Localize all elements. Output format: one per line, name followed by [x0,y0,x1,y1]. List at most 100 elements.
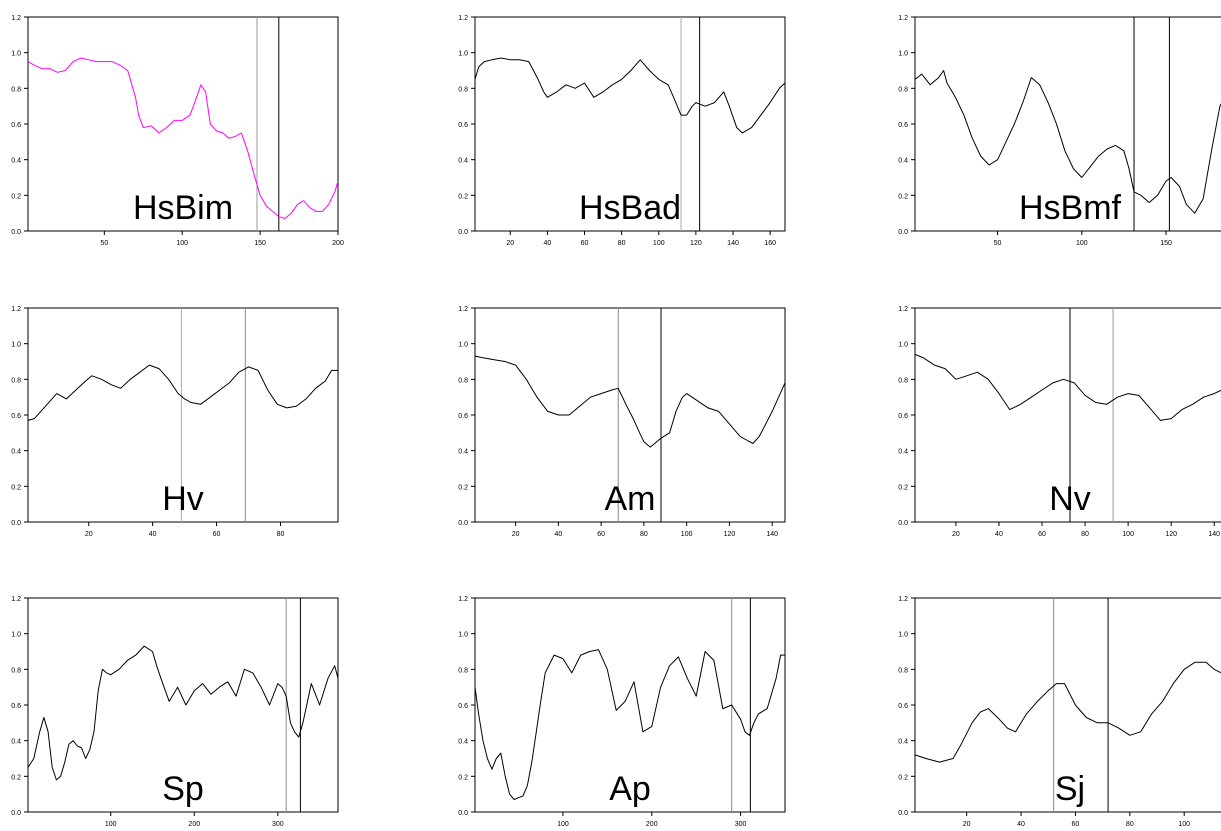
y-tick-label: 1.2 [458,15,468,22]
x-tick-label: 60 [1038,531,1046,538]
y-tick-label: 1.2 [458,596,468,603]
chart-panel: 0.0 0.2 0.4 0.6 0.8 1.0 1.2 50 100 150 200 HsBim [11,15,344,247]
x-tick-label: 120 [724,531,736,538]
y-tick-label: 1.0 [898,632,908,639]
y-tick-label: 0.0 [458,810,468,817]
series-line [474,649,785,800]
x-tick-label: 20 [952,531,960,538]
y-tick-label: 0.2 [898,774,908,781]
y-tick-label: 0.8 [898,667,908,674]
y-tick-label: 0.4 [898,158,908,165]
y-tick-label: 0.2 [458,193,468,200]
x-tick-label: 300 [272,821,284,828]
chart-panel: 0.0 0.2 0.4 0.6 0.8 1.0 1.2 20 40 60 80 100 120 140 16… [458,15,786,247]
chart-panel: 0.0 0.2 0.4 0.6 0.8 1.0 1.2 100 200 300 Ap [458,596,786,828]
x-tick-label: 20 [85,531,93,538]
y-tick-label: 1.0 [11,51,21,58]
x-tick-label: 100 [176,240,188,247]
panel-label: HsBad [579,189,681,227]
y-tick-label: 0.4 [11,449,21,456]
series-line [914,70,1221,214]
y-tick-label: 0.4 [458,739,468,746]
y-tick-label: 0.0 [11,810,21,817]
x-tick-label: 140 [1208,531,1220,538]
panel-label: HsBmf [1019,189,1122,227]
x-tick-label: 80 [277,531,285,538]
x-tick-label: 80 [1126,821,1134,828]
x-tick-label: 200 [332,240,344,247]
y-tick-label: 0.4 [458,449,468,456]
y-tick-label: 0.0 [898,229,908,236]
panel-label: Ap [609,770,651,808]
y-tick-label: 1.0 [898,51,908,58]
y-tick-label: 0.4 [11,158,21,165]
series-line [27,364,338,421]
y-tick-label: 0.0 [898,520,908,527]
x-tick-label: 120 [690,240,702,247]
x-tick-label: 60 [213,531,221,538]
y-tick-label: 1.2 [898,306,908,313]
x-tick-label: 150 [254,240,266,247]
x-tick-label: 300 [735,821,747,828]
chart-panel: 0.0 0.2 0.4 0.6 0.8 1.0 1.2 100 200 300 Sp [11,596,339,828]
x-tick-label: 20 [506,240,514,247]
y-tick-label: 0.6 [458,122,468,129]
y-tick-label: 1.0 [11,632,21,639]
y-tick-label: 0.6 [898,122,908,129]
y-tick-label: 1.0 [458,632,468,639]
y-tick-label: 0.4 [898,739,908,746]
panel-label: Hv [162,480,204,518]
series-line [474,355,786,448]
y-tick-label: 1.2 [11,306,21,313]
y-tick-label: 0.2 [898,484,908,491]
y-tick-label: 0.0 [11,520,21,527]
x-tick-label: 60 [581,240,589,247]
x-tick-label: 80 [1081,531,1089,538]
y-tick-label: 0.2 [458,484,468,491]
y-tick-label: 1.2 [898,15,908,22]
panel-label: HsBim [133,189,233,227]
x-tick-label: 100 [557,821,569,828]
x-tick-label: 200 [188,821,200,828]
x-tick-label: 60 [1072,821,1080,828]
y-tick-label: 0.6 [898,703,908,710]
y-tick-label: 0.6 [11,703,21,710]
x-tick-label: 40 [543,240,551,247]
y-tick-label: 0.6 [458,703,468,710]
y-tick-label: 1.0 [11,342,21,349]
x-tick-label: 40 [554,531,562,538]
panel-label: Nv [1049,480,1091,518]
y-tick-label: 0.2 [11,484,21,491]
x-tick-label: 150 [1160,240,1172,247]
x-tick-label: 60 [597,531,605,538]
x-tick-label: 200 [646,821,658,828]
panel-label: Am [605,480,656,518]
panel-label: Sj [1055,770,1085,808]
y-tick-label: 1.0 [458,342,468,349]
series-line [914,661,1221,763]
chart-panel: 0.0 0.2 0.4 0.6 0.8 1.0 1.2 20 40 60 80 100 120 140 Nv [898,306,1221,538]
y-tick-label: 1.2 [458,306,468,313]
x-tick-label: 40 [995,531,1003,538]
x-tick-label: 80 [640,531,648,538]
y-tick-label: 0.0 [458,520,468,527]
y-tick-label: 0.8 [11,667,21,674]
panel-label: Sp [162,770,204,808]
series-line [914,353,1221,421]
y-tick-label: 0.4 [458,158,468,165]
chart-panel: 0.0 0.2 0.4 0.6 0.8 1.0 1.2 20 40 60 80 Hv [11,306,339,538]
x-tick-label: 20 [963,821,971,828]
chart-panel: 0.0 0.2 0.4 0.6 0.8 1.0 1.2 20 40 60 80 100 Sj [898,596,1221,828]
y-tick-label: 0.2 [898,193,908,200]
y-tick-label: 0.6 [898,413,908,420]
x-tick-label: 40 [1017,821,1025,828]
x-tick-label: 50 [100,240,108,247]
y-tick-label: 0.8 [11,86,21,93]
y-tick-label: 0.0 [458,229,468,236]
y-tick-label: 1.0 [458,51,468,58]
y-tick-label: 0.2 [11,193,21,200]
x-tick-label: 100 [1076,240,1088,247]
x-tick-label: 160 [764,240,776,247]
chart-panel: 0.0 0.2 0.4 0.6 0.8 1.0 1.2 20 40 60 80 100 120 140 Am [458,306,786,538]
y-tick-label: 1.2 [898,596,908,603]
